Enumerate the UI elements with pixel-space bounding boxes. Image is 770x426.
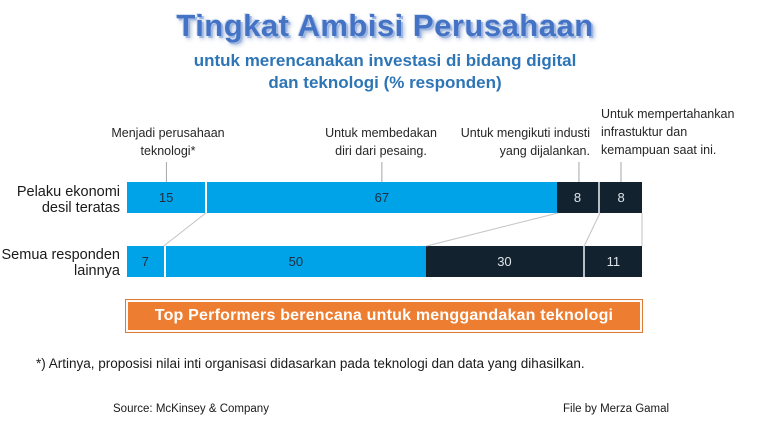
bar-segment-value: 67 bbox=[374, 190, 390, 205]
bar-segment: 8 bbox=[600, 182, 643, 213]
source-attribution: Source: McKinsey & Company bbox=[113, 403, 269, 415]
bar-segment-value: 8 bbox=[573, 190, 582, 205]
bar-segment: 11 bbox=[584, 246, 642, 277]
bar-segment: 30 bbox=[426, 246, 585, 277]
row-label-pelaku-ekonomi: Pelaku ekonomi desil teratas bbox=[16, 184, 120, 216]
bar-segment: 15 bbox=[127, 182, 208, 213]
bar-segment: 8 bbox=[556, 182, 601, 213]
segment-label-membedakan-diri: Untuk membedakan diri dari pesaing. bbox=[325, 126, 437, 158]
bar-row-pelaku-ekonomi: 15 67 8 8 bbox=[127, 182, 643, 213]
segment-label-mempertahankan-infrastruktur: Untuk mempertahankan infrastuktur dan ke… bbox=[601, 107, 735, 157]
page-title: Tingkat Ambisi Perusahaan bbox=[176, 8, 594, 43]
highlight-banner: Top Performers berencana untuk mengganda… bbox=[125, 299, 643, 333]
subtitle-line-1: untuk merencanakan investasi di bidang d… bbox=[193, 51, 577, 70]
file-credit: File by Merza Gamal bbox=[563, 403, 670, 415]
bar-segment-value: 11 bbox=[606, 254, 621, 269]
row-label-semua-responden: Semua responden lainnya bbox=[1, 247, 121, 279]
subtitle-line-2: dan teknologi (% responden) bbox=[268, 73, 502, 92]
bar-segment-value: 50 bbox=[288, 254, 304, 269]
bar-segment: 7 bbox=[127, 246, 166, 277]
footnote: *) Artinya, proposisi nilai inti organis… bbox=[36, 356, 585, 371]
bar-segment-value: 30 bbox=[497, 254, 512, 269]
segment-label-mengikuti-industri: Untuk mengikuti industi yang dijalankan. bbox=[460, 126, 590, 158]
bar-segment-value: 8 bbox=[617, 190, 625, 205]
bar-segment-value: 15 bbox=[158, 190, 174, 205]
bar-segment-value: 7 bbox=[141, 254, 149, 269]
highlight-banner-text: Top Performers berencana untuk mengganda… bbox=[154, 307, 614, 324]
bar-segment: 50 bbox=[165, 246, 427, 277]
bar-row-semua-responden: 7 50 30 11 bbox=[127, 246, 642, 277]
segment-label-menjadi-perusahaan-teknologi: Menjadi perusahaan teknologi* bbox=[111, 126, 225, 158]
page-subtitle: untuk merencanakan investasi di bidang d… bbox=[0, 50, 770, 94]
bar-segment: 67 bbox=[207, 182, 557, 213]
